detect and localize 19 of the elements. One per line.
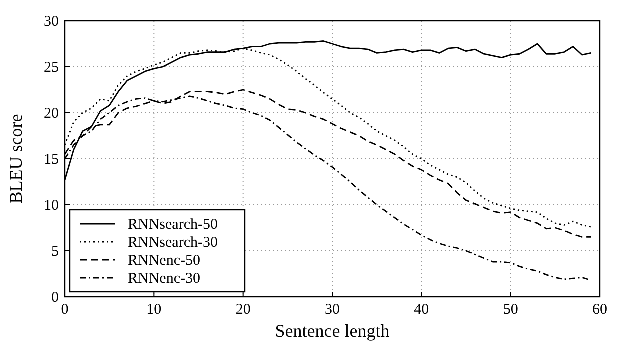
y-tick-label: 0 — [52, 290, 59, 306]
x-tick-label: 20 — [236, 302, 251, 318]
y-tick-label: 15 — [44, 152, 59, 168]
x-tick-label: 60 — [592, 302, 608, 318]
x-tick-label: 30 — [325, 302, 340, 318]
y-tick-label: 30 — [44, 14, 59, 30]
x-tick-label: 40 — [414, 302, 430, 318]
legend-label: RNNsearch-30 — [128, 235, 218, 251]
x-tick-label: 10 — [146, 302, 162, 318]
legend-label: RNNenc-50 — [128, 253, 200, 269]
y-axis-title: BLEU score — [6, 114, 26, 204]
y-tick-label: 20 — [44, 106, 59, 122]
x-tick-label: 50 — [503, 302, 518, 318]
legend-label: RNNsearch-50 — [128, 217, 218, 233]
legend-label: RNNenc-30 — [128, 271, 200, 287]
y-tick-label: 10 — [44, 198, 59, 214]
x-axis-title: Sentence length — [275, 321, 390, 341]
y-tick-label: 25 — [44, 60, 59, 76]
y-tick-label: 5 — [52, 244, 59, 260]
